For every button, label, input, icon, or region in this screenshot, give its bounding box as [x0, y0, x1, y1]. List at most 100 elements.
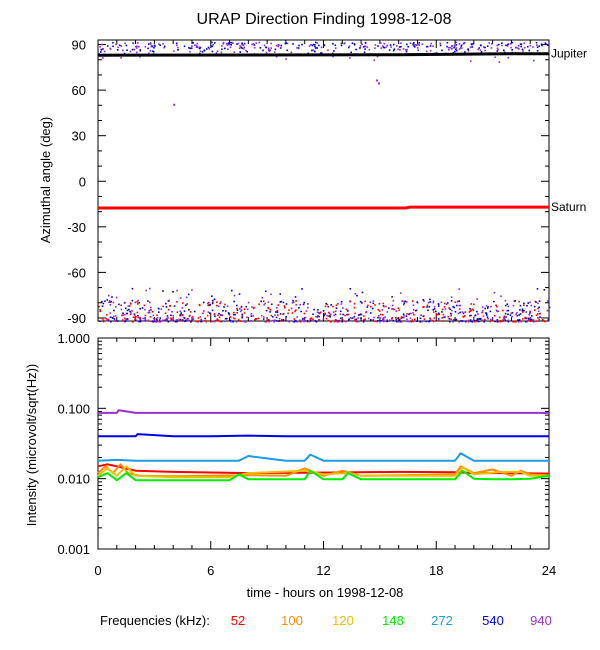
azimuth-scatter-point	[314, 44, 316, 46]
azimuth-scatter-point	[278, 320, 281, 322]
azimuth-scatter-point	[502, 319, 504, 321]
azimuth-scatter-point	[113, 318, 116, 320]
azimuth-scatter-point	[197, 317, 200, 319]
azimuth-scatter-point	[188, 47, 190, 49]
azimuth-scatter-point	[213, 313, 216, 315]
azimuth-scatter-point	[178, 318, 180, 321]
azimuth-scatter-point	[139, 318, 142, 320]
intensity-series-148khz	[97, 469, 550, 482]
azimuth-scatter-point	[349, 288, 352, 290]
azimuth-scatter-point	[152, 50, 155, 53]
azimuth-scatter-point	[502, 309, 504, 312]
azimuth-scatter-point	[450, 300, 453, 302]
azimuth-scatter-point	[113, 309, 115, 312]
azimuth-scatter-point	[411, 320, 413, 323]
azimuth-scatter-point	[243, 46, 246, 49]
azimuth-scatter-point	[422, 315, 425, 318]
azimuth-scatter-point	[98, 305, 100, 308]
azimuth-scatter-point	[226, 44, 229, 47]
azimuth-scatter-point	[354, 312, 356, 315]
azimuth-scatter-point	[128, 308, 130, 311]
azimuth-scatter-point	[191, 289, 193, 291]
azimuth-scatter-point	[281, 319, 283, 321]
azimuth-scatter-point	[367, 304, 369, 307]
azimuth-scatter-point	[496, 44, 498, 47]
azimuth-scatter-point	[506, 303, 509, 305]
azimuth-scatter-point	[280, 300, 283, 303]
azimuth-scatter-point	[109, 312, 112, 314]
azimuth-scatter-point	[233, 311, 235, 314]
azimuth-scatter-point	[491, 42, 493, 45]
azimuth-scatter-point	[382, 319, 385, 321]
azimuth-scatter-point	[518, 48, 520, 50]
azimuth-scatter-point	[469, 307, 471, 310]
azimuth-scatter-point	[102, 48, 104, 50]
azimuth-scatter-point	[326, 314, 328, 317]
azimuth-scatter-point	[521, 48, 524, 51]
azimuth-scatter-point	[131, 299, 134, 302]
azimuth-scatter-point	[449, 308, 451, 311]
azimuth-scatter-point	[396, 320, 398, 323]
azimuth-scatter-point	[403, 303, 405, 306]
azimuth-scatter-point	[288, 309, 290, 311]
azimuth-scatter-point	[510, 42, 512, 45]
azimuth-scatter-point	[103, 50, 106, 53]
azimuth-scatter-point	[208, 47, 210, 50]
azimuth-scatter-point	[313, 308, 315, 311]
azimuth-scatter-point	[132, 320, 134, 323]
azimuth-scatter-point	[162, 43, 164, 45]
azimuth-scatter-point	[230, 289, 233, 292]
azimuth-scatter-point	[406, 301, 408, 303]
azimuth-scatter-point	[206, 48, 208, 50]
azimuth-scatter-point	[461, 311, 464, 313]
azimuth-scatter-point	[410, 312, 412, 315]
azimuth-scatter-point	[104, 300, 106, 303]
azimuth-scatter-point	[442, 320, 445, 322]
azimuth-scatter-point	[183, 45, 186, 48]
azimuth-scatter-point	[504, 319, 507, 322]
azimuth-scatter-point	[136, 51, 138, 54]
azimuth-scatter-point	[271, 319, 274, 322]
azimuth-scatter-point	[455, 318, 458, 321]
azimuth-scatter-point	[366, 306, 369, 308]
azimuth-scatter-point	[361, 43, 363, 46]
azimuth-scatter-point	[405, 49, 407, 51]
azimuth-scatter-point	[210, 45, 213, 47]
azimuth-scatter-point	[486, 307, 489, 309]
azimuth-scatter-point	[229, 46, 232, 49]
azimuth-scatter-point	[467, 48, 469, 51]
azimuth-scatter-point	[339, 310, 342, 313]
azimuth-scatter-point	[491, 317, 494, 320]
azimuth-scatter-point	[236, 307, 238, 310]
azimuth-panel: 90 60 30 0 -30 -60 -90 Jupiter Saturn Azimuthal…	[38, 38, 587, 326]
azimuth-scatter-point	[548, 306, 551, 309]
azimuth-scatter-point	[139, 319, 142, 321]
azimuth-scatter-point	[226, 317, 228, 320]
legend-entry-940khz: 940	[530, 613, 552, 628]
azimuth-scatter-point	[389, 44, 392, 46]
azimuth-scatter-point	[398, 319, 401, 321]
azimuth-scatter-point	[441, 317, 443, 319]
azimuth-scatter-point	[428, 320, 430, 323]
azimuth-scatter-point	[210, 320, 212, 323]
azimuth-scatter-point	[405, 50, 408, 53]
azimuth-scatter-point	[211, 295, 213, 297]
azimuth-scatter-point	[265, 46, 268, 49]
azimuth-scatter-point	[327, 49, 329, 51]
azimuth-scatter-point	[267, 47, 270, 49]
azimuth-scatter-point	[512, 321, 514, 323]
azimuth-scatter-point	[332, 305, 334, 308]
azimuth-scatter-point	[143, 320, 145, 322]
azimuth-scatter-point	[246, 316, 248, 318]
azimuth-scatter-point	[353, 302, 356, 305]
azimuth-scatter-point	[278, 317, 281, 320]
azimuth-scatter-point	[199, 304, 201, 307]
azimuth-scatter-point	[147, 300, 149, 302]
azimuth-scatter-point	[159, 320, 162, 323]
azimuth-scatter-point	[393, 48, 396, 50]
azimuth-scatter-point	[407, 45, 409, 48]
azimuth-scatter-point	[367, 317, 370, 320]
azimuth-scatter-point	[251, 43, 253, 46]
azimuth-scatter-point	[416, 47, 419, 49]
azimuth-scatter-point	[99, 309, 101, 311]
